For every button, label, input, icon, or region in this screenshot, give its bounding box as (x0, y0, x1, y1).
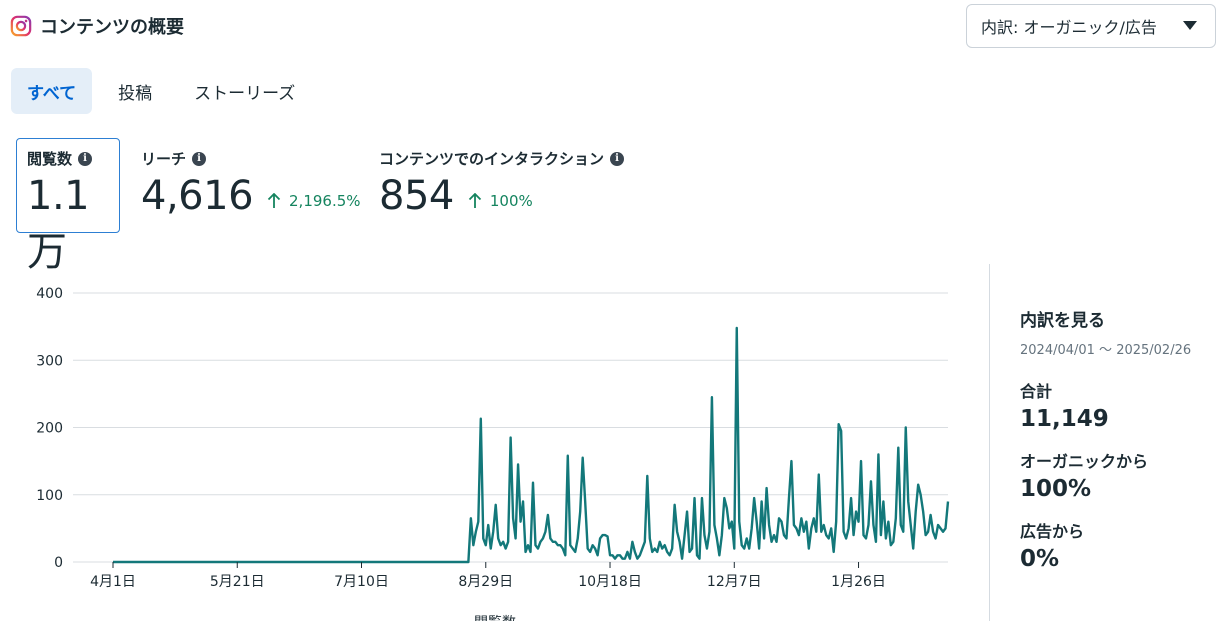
metric-label-views: 閲覧数 (27, 150, 73, 168)
page-title: コンテンツの概要 (40, 17, 184, 38)
organic-label: オーガニックから (1020, 452, 1149, 471)
panel-divider (989, 264, 990, 621)
breakdown-dropdown[interactable]: 内訳: オーガニック/広告 (966, 4, 1216, 48)
tab-stories[interactable]: ストーリーズ (194, 83, 296, 104)
total-label: 合計 (1020, 382, 1053, 401)
metric-label-interactions: コンテンツでのインタラクション (379, 150, 605, 168)
x-tick-label: 7月10日 (334, 574, 389, 590)
metric-label-reach: リーチ (141, 150, 187, 168)
breakdown-title: 内訳を見る (1020, 311, 1105, 331)
x-tick-label: 10月18日 (578, 574, 642, 590)
x-tick-label: 4月1日 (90, 574, 136, 590)
ads-value: 0% (1020, 546, 1060, 572)
x-tick-label: 1月26日 (831, 574, 886, 590)
x-tick-label: 8月29日 (458, 574, 513, 590)
metric-change-interactions-value: 100% (489, 192, 533, 210)
metric-card-interactions[interactable]: コンテンツでのインタラクション i 854 100% (379, 138, 639, 233)
metric-change-reach: 2,196.5% (267, 192, 361, 210)
x-tick-label: 12月7日 (707, 574, 762, 590)
y-tick-label: 100 (36, 488, 63, 504)
y-tick-label: 200 (36, 421, 63, 437)
breakdown-panel: 内訳を見る 2024/04/01 ～ 2025/02/26 合計 11,149 … (1020, 306, 1191, 572)
content-type-tabs: すべて 投稿 ストーリーズ (11, 68, 321, 114)
breakdown-date-range: 2024/04/01 ～ 2025/02/26 (1020, 343, 1192, 358)
y-tick-label: 400 (36, 286, 63, 302)
arrow-up-icon (468, 193, 481, 208)
arrow-up-icon (267, 193, 281, 208)
organic-value: 100% (1020, 476, 1092, 502)
metric-card-views[interactable]: 閲覧数 i 1.1万 (16, 138, 120, 275)
metric-card-reach[interactable]: リーチ i 4,616 2,196.5% (141, 138, 361, 233)
info-icon[interactable]: i (610, 151, 625, 166)
metric-value-views: 1.1万 (27, 173, 90, 275)
info-icon[interactable]: i (78, 151, 93, 166)
breakdown-dropdown-label: 内訳: オーガニック/広告 (981, 18, 1157, 37)
metric-value-interactions: 854 (379, 173, 454, 219)
tab-all[interactable]: すべて (11, 68, 93, 114)
info-icon[interactable]: i (192, 151, 207, 166)
ads-label: 広告から (1020, 522, 1085, 541)
x-tick-label: 5月21日 (210, 574, 265, 590)
tab-posts[interactable]: 投稿 (118, 83, 153, 104)
y-tick-label: 0 (54, 555, 63, 571)
metric-value-reach: 4,616 (141, 173, 254, 219)
chart-legend-label: 閲覧数 (474, 612, 516, 621)
views-line-chart: 0 100 200 300 400 4月1日 5月21日 7月10日 8月29日 10月18日 12… (36, 286, 950, 590)
instagram-icon (10, 15, 32, 37)
caret-down-icon (1183, 21, 1197, 30)
total-value: 11,149 (1020, 406, 1109, 432)
series-line-views (113, 326, 950, 564)
metric-change-interactions: 100% (468, 192, 533, 210)
y-tick-label: 300 (36, 353, 63, 369)
metric-change-reach-value: 2,196.5% (289, 192, 361, 210)
page-header: コンテンツの概要 (10, 12, 184, 40)
